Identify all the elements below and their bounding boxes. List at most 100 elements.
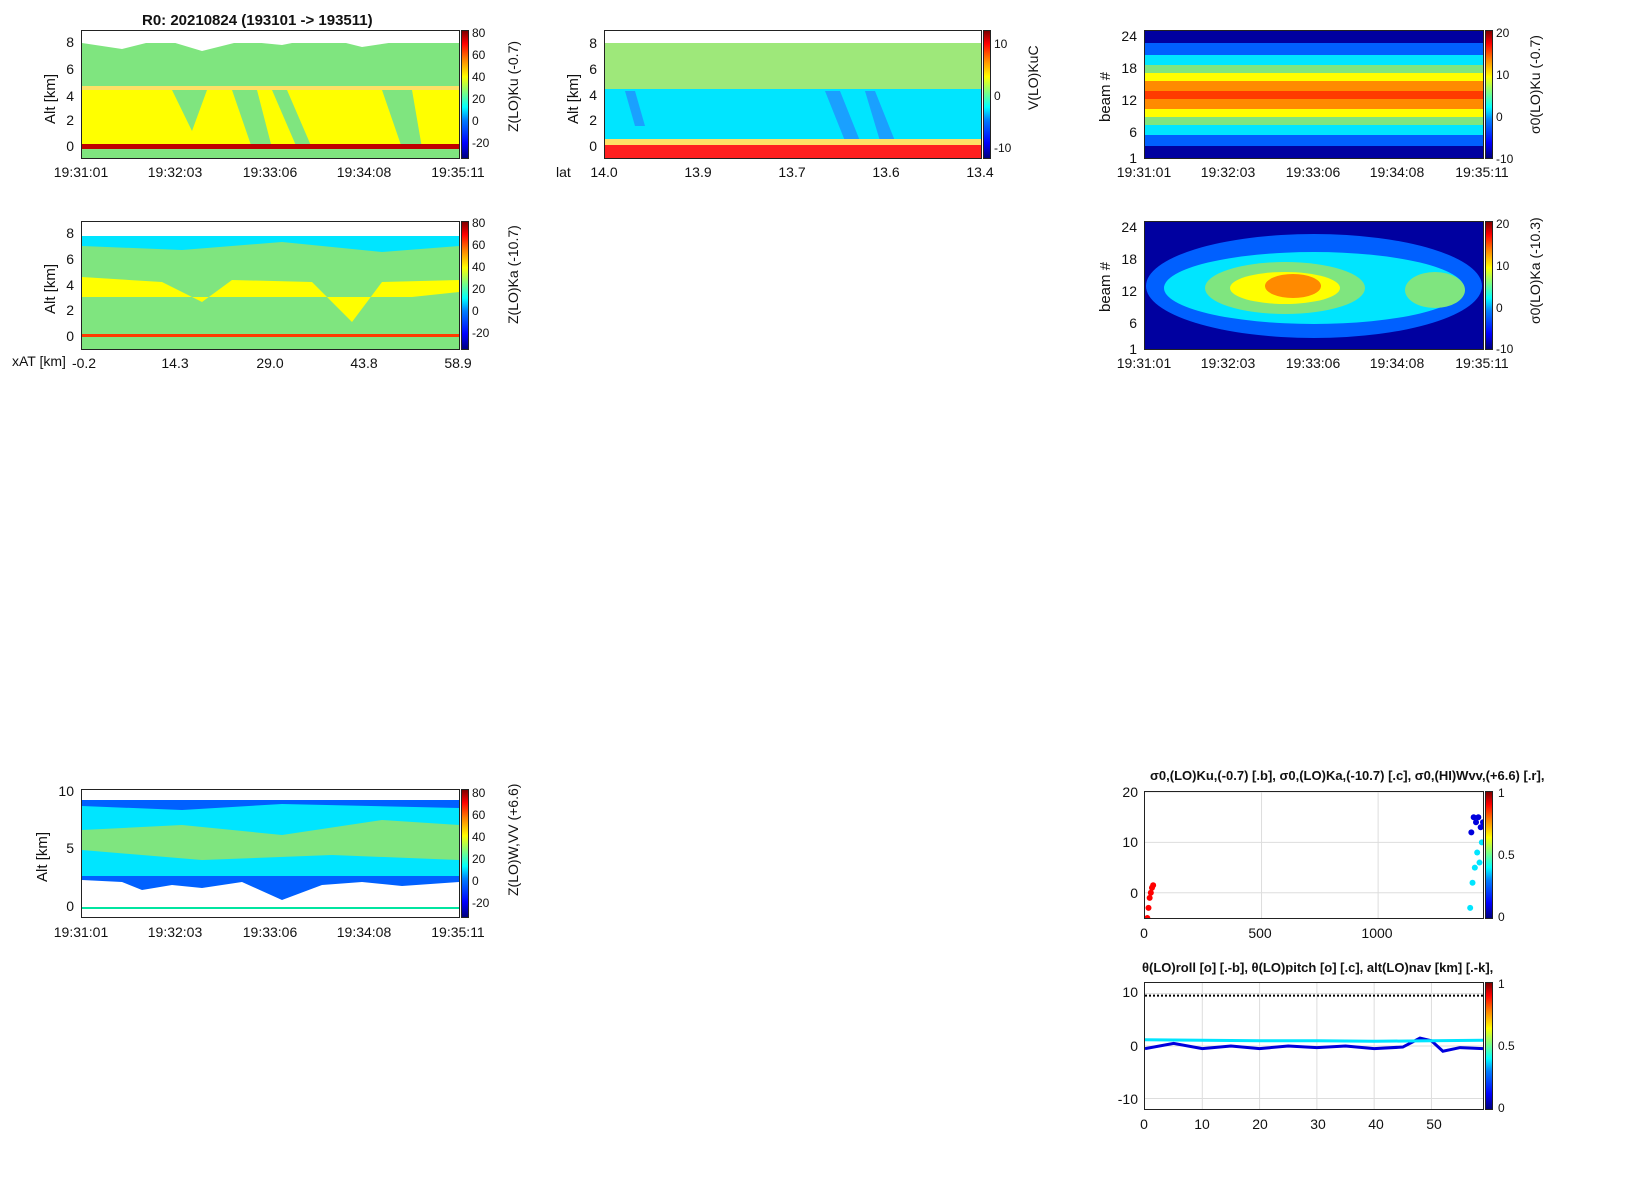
sigline-ytick: 10: [1122, 834, 1138, 850]
vel-ytick: 4: [589, 87, 597, 103]
sigku-ytick: 18: [1121, 60, 1137, 76]
sigka-xtick: 19:32:03: [1200, 355, 1256, 371]
nav-xtick: 50: [1426, 1116, 1442, 1132]
sigka-xtick: 19:31:01: [1116, 355, 1172, 371]
sigline-cbtick: 1: [1498, 786, 1505, 800]
nav-xtick: 10: [1194, 1116, 1210, 1132]
sigka-ytick: 12: [1121, 283, 1137, 299]
w-xtick: 19:34:08: [336, 924, 392, 940]
sigku-ytick: 6: [1129, 124, 1137, 140]
vel-heatmap: [604, 30, 982, 159]
nav-cbtick: 0.5: [1498, 1039, 1515, 1053]
w-ytick: 10: [58, 783, 74, 799]
vel-xtick: 13.9: [684, 164, 712, 180]
ka-cbtick: 20: [472, 282, 486, 296]
vel-xtick: 13.7: [778, 164, 806, 180]
ku-xtick: 19:32:03: [147, 164, 203, 180]
ku-heatmap: [81, 30, 460, 159]
ku-cbtick: 80: [472, 26, 486, 40]
series-line: [1145, 1036, 1483, 1053]
sigku-xtick: 19:35:11: [1455, 164, 1509, 180]
scatter-point: [1473, 819, 1480, 826]
scatter-point: [1468, 829, 1475, 836]
vel-colorbar: [983, 30, 991, 159]
w-ytick: 5: [66, 840, 74, 856]
scatter-point: [1147, 889, 1154, 896]
ku-ytick: 0: [66, 138, 74, 154]
w-cblabel: Z(LO)W,VV (+6.6): [505, 783, 521, 896]
ka-xtick: 58.9: [444, 355, 472, 371]
ku-ytick: 8: [66, 34, 74, 50]
sigku-cbtick: -10: [1496, 152, 1514, 166]
sigka-colorbar: [1485, 221, 1493, 350]
ka-cbtick: -20: [472, 326, 490, 340]
vel-cbtick: -10: [994, 141, 1012, 155]
nav-ytick: -10: [1117, 1091, 1138, 1107]
scatter-point: [1145, 915, 1151, 918]
nav-xtick: 20: [1252, 1116, 1268, 1132]
sigku-cbtick: 20: [1496, 26, 1510, 40]
w-xtick: 19:32:03: [147, 924, 203, 940]
figure-title: R0: 20210824 (193101 -> 193511): [142, 12, 373, 29]
ku-cbtick: -20: [472, 136, 490, 150]
ka-cbtick: 60: [472, 238, 486, 252]
sigka-cbtick: 20: [1496, 217, 1510, 231]
sigka-ytick: 1: [1129, 341, 1137, 357]
ka-xtick: 43.8: [350, 355, 378, 371]
sigku-colorbar: [1485, 30, 1493, 159]
w-heatmap: [81, 789, 460, 918]
scatter-point: [1146, 894, 1153, 901]
ku-xtick: 19:35:11: [431, 164, 485, 180]
w-xtick: 19:31:01: [53, 924, 109, 940]
scatter-point: [1467, 904, 1474, 911]
ku-xtick: 19:33:06: [242, 164, 298, 180]
sigka-cbtick: 0: [1496, 301, 1503, 315]
ka-xprefix: xAT [km]: [12, 353, 66, 369]
ku-cblabel: Z(LO)Ku (-0.7): [505, 40, 521, 132]
ka-cbtick: 0: [472, 304, 479, 318]
vel-ytick: 8: [589, 35, 597, 51]
sigka-cbtick: -10: [1496, 342, 1514, 356]
ka-colorbar: [461, 221, 469, 350]
sigku-cbtick: 10: [1496, 68, 1510, 82]
sigline-svg: [1145, 792, 1483, 918]
sigka-cblabel: σ0(LO)Ka (-10.3): [1527, 217, 1543, 324]
series-line: [1145, 1038, 1483, 1043]
ku-cbtick: 60: [472, 48, 486, 62]
vel-heatmap-svg: [605, 31, 981, 158]
sigku-xtick: 19:31:01: [1116, 164, 1172, 180]
sigka-ytick: 18: [1121, 251, 1137, 267]
w-xtick: 19:35:11: [431, 924, 485, 940]
scatter-point: [1470, 814, 1477, 821]
sigline-ytick: 20: [1122, 784, 1138, 800]
vel-cblabel: V(LO)KuC: [1025, 45, 1041, 110]
w-ytick: 0: [66, 898, 74, 914]
sigka-cbtick: 10: [1496, 259, 1510, 273]
nav-cbtick: 1: [1498, 977, 1505, 991]
sigku-cblabel: σ0(LO)Ku (-0.7): [1527, 35, 1543, 134]
sigline-xtick: 1000: [1361, 925, 1393, 941]
sigka-ytick: 24: [1121, 219, 1137, 235]
ka-cbtick: 40: [472, 260, 486, 274]
w-cbtick: 40: [472, 830, 486, 844]
ku-heatmap-svg: [82, 31, 459, 158]
vel-xtick: 14.0: [590, 164, 618, 180]
vel-cbtick: 0: [994, 89, 1001, 103]
sigline-cbtick: 0.5: [1498, 848, 1515, 862]
sigku-heatmap: [1144, 30, 1484, 159]
nav-title: θ(LO)roll [o] [.-b], θ(LO)pitch [o] [.c]…: [1142, 960, 1494, 975]
sigku-xtick: 19:32:03: [1200, 164, 1256, 180]
ka-heatmap: [81, 221, 460, 350]
sigka-heatmap-svg: [1145, 222, 1483, 349]
sigku-heatmap-svg: [1145, 31, 1483, 158]
scatter-point: [1480, 819, 1483, 826]
ku-ytick: 6: [66, 61, 74, 77]
w-cbtick: 0: [472, 874, 479, 888]
w-cbtick: 20: [472, 852, 486, 866]
scatter-point: [1474, 849, 1481, 856]
sigline-xtick: 500: [1248, 925, 1272, 941]
w-heatmap-svg: [82, 790, 459, 917]
w-cbtick: 80: [472, 786, 486, 800]
nav-svg: [1145, 983, 1483, 1109]
sigku-xtick: 19:33:06: [1285, 164, 1341, 180]
